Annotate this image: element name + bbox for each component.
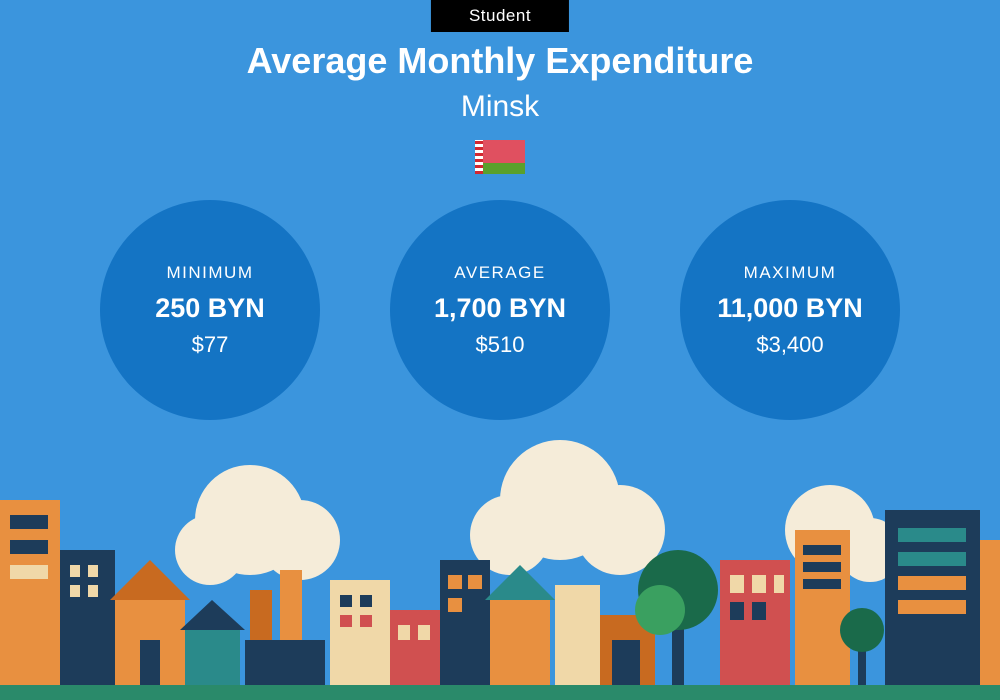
cloud-icon — [470, 440, 665, 575]
stat-label: MAXIMUM — [744, 263, 837, 283]
flag-green-stripe — [483, 163, 525, 174]
stat-value-usd: $77 — [192, 332, 229, 358]
category-badge: Student — [431, 0, 569, 32]
stat-value-local: 1,700 BYN — [434, 293, 566, 324]
stat-value-local: 11,000 BYN — [717, 293, 863, 324]
stat-label: AVERAGE — [454, 263, 545, 283]
stat-circle-average: AVERAGE 1,700 BYN $510 — [390, 200, 610, 420]
flag-stripes — [483, 140, 525, 174]
badge-text: Student — [469, 6, 531, 25]
stat-circle-maximum: MAXIMUM 11,000 BYN $3,400 — [680, 200, 900, 420]
stat-value-usd: $3,400 — [756, 332, 823, 358]
cloud-icon — [175, 465, 340, 585]
stat-value-usd: $510 — [476, 332, 525, 358]
stat-label: MINIMUM — [167, 263, 254, 283]
flag-icon — [475, 140, 525, 174]
infographic-card: Student Average Monthly Expenditure Mins… — [0, 0, 1000, 700]
stat-value-local: 250 BYN — [155, 293, 265, 324]
cityscape-illustration — [0, 440, 1000, 700]
city-name: Minsk — [0, 90, 1000, 124]
flag-ornament — [475, 140, 483, 174]
stat-circles-row: MINIMUM 250 BYN $77 AVERAGE 1,700 BYN $5… — [0, 200, 1000, 420]
stat-circle-minimum: MINIMUM 250 BYN $77 — [100, 200, 320, 420]
page-title: Average Monthly Expenditure — [0, 40, 1000, 82]
flag-red-stripe — [483, 140, 525, 163]
